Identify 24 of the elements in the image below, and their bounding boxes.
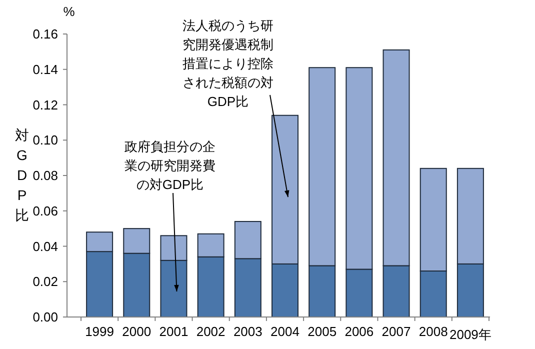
y-tick-label: 0.04: [32, 238, 58, 254]
y-tick-label: 0.14: [32, 62, 58, 77]
y-tick-label: 0.16: [32, 26, 58, 42]
series-label: 法人税のうち研究開発優遇税制措置により控除された税額の対GDP比: [182, 18, 274, 109]
text: %: [63, 4, 76, 19]
x-tick-label: 2006: [344, 324, 374, 339]
y-tick-label: 0.00: [32, 310, 58, 324]
x-tick-label: 1999: [85, 324, 114, 339]
y-tick-label: 0.02: [32, 274, 58, 290]
y-axis-title: 対GDP比: [15, 127, 29, 223]
y-tick-label: 0.12: [32, 97, 58, 112]
x-tick-label: 2002: [196, 324, 226, 339]
x-tick-label: 2003: [233, 324, 262, 339]
y-tick-label: 0.06: [32, 203, 58, 218]
y-tick-label: 0.10: [32, 132, 58, 148]
text: 政府負担分の企業の研究開発費の対GDP比: [124, 139, 216, 192]
x-tick-label: 2009年: [449, 327, 492, 342]
y-tick-label: 0.08: [32, 168, 58, 183]
x-tick-label: 2001: [159, 324, 188, 339]
x-tick-label: 2000: [122, 324, 152, 339]
x-tick-label: 2007: [382, 324, 411, 339]
x-tick-label: 2005: [308, 324, 337, 339]
x-tick-label: 2008: [418, 324, 448, 339]
x-tick-label: 2004: [270, 324, 300, 339]
